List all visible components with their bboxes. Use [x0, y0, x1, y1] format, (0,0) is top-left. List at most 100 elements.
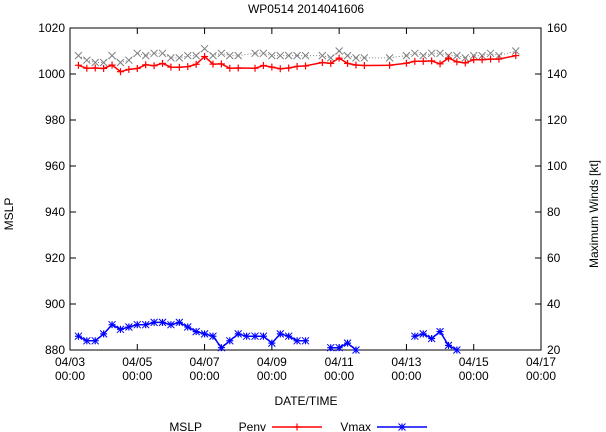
- series-vmax-point: [276, 330, 285, 338]
- x-tick-label-time: 00:00: [526, 369, 556, 383]
- series-unlabeled-point: [150, 49, 158, 58]
- series-vmax-point: [74, 332, 83, 341]
- series-vmax-point: [183, 323, 192, 331]
- series-vmax-point: [116, 325, 125, 334]
- y2-axis-label: Maximum Winds [kt]: [587, 160, 601, 268]
- series-unlabeled-point: [318, 51, 327, 60]
- series-vmax-line: [78, 321, 306, 349]
- series-unlabeled-point: [268, 51, 276, 60]
- series-unlabeled-point: [427, 49, 436, 58]
- x-tick-label: 04/17: [526, 355, 556, 369]
- series-unlabeled-point: [326, 54, 335, 62]
- series-unlabeled-point: [116, 58, 125, 67]
- series-unlabeled-point: [200, 44, 209, 53]
- y-tick-label: 900: [45, 297, 65, 311]
- y-tick-label: 920: [45, 251, 65, 265]
- series-unlabeled-point: [183, 51, 192, 60]
- y2-tick-label: 60: [547, 251, 561, 265]
- x-tick-label-time: 00:00: [391, 369, 421, 383]
- y-axis-label: MSLP: [2, 198, 16, 231]
- series-unlabeled-point: [91, 58, 100, 67]
- series-unlabeled-point: [385, 54, 394, 62]
- y-tick-label: 1000: [38, 67, 65, 81]
- series-vmax-point: [301, 336, 310, 345]
- series-vmax-point: [167, 320, 175, 329]
- legend-vmax-label: Vmax: [340, 420, 371, 432]
- series-unlabeled-point: [343, 51, 352, 60]
- y-tick-label: 880: [45, 343, 65, 357]
- series-unlabeled-point: [284, 51, 293, 60]
- series-unlabeled-point: [511, 47, 520, 55]
- series-unlabeled-point: [419, 51, 428, 60]
- series-unlabeled-point: [192, 51, 201, 60]
- series-vmax-point: [335, 343, 343, 352]
- series-unlabeled-point: [402, 51, 411, 60]
- series-vmax-point: [150, 318, 158, 327]
- series-vmax-point: [284, 332, 293, 341]
- series-unlabeled-point: [82, 56, 91, 65]
- chart-title: WP0514 2014041606: [248, 2, 364, 16]
- series-vmax-point: [436, 327, 444, 336]
- series-unlabeled-point: [209, 51, 217, 60]
- series-unlabeled-point: [276, 51, 285, 60]
- series-vmax-point: [209, 332, 217, 341]
- series-unlabeled-point: [335, 47, 343, 55]
- legend: MSLP Penv Vmax: [169, 420, 427, 432]
- series-vmax-point: [259, 332, 268, 341]
- y2-tick-label: 20: [547, 343, 561, 357]
- series-vmax-line: [330, 342, 357, 351]
- x-tick-label-time: 00:00: [257, 369, 287, 383]
- legend-title: MSLP: [169, 420, 202, 432]
- legend-penv-label: Penv: [239, 420, 266, 432]
- series-vmax-point: [444, 341, 453, 350]
- y2-tick-label: 160: [547, 21, 567, 35]
- series-unlabeled-point: [251, 49, 259, 58]
- series-vmax-point: [192, 327, 201, 336]
- series-unlabeled-point: [453, 51, 461, 60]
- x-tick-label-time: 00:00: [55, 369, 85, 383]
- series-unlabeled-point: [469, 51, 478, 60]
- x-tick-label-time: 00:00: [324, 369, 354, 383]
- y-tick-label: 960: [45, 159, 65, 173]
- series-unlabeled-point: [352, 54, 360, 62]
- y2-tick-label: 120: [547, 113, 567, 127]
- series-vmax-point: [343, 339, 352, 347]
- y2-tick-label: 140: [547, 67, 567, 81]
- plot-area: 880 900 920 940 960 980 1000 1020 20 40 60 80 100 120…: [38, 21, 567, 383]
- series-vmax-point: [133, 320, 142, 329]
- x-tick-label-time: 00:00: [190, 369, 220, 383]
- y2-tick-label: 80: [547, 205, 561, 219]
- series-unlabeled-point: [461, 54, 470, 62]
- series-unlabeled-point: [175, 54, 184, 62]
- series-unlabeled-point: [167, 54, 175, 62]
- series-unlabeled-point: [108, 51, 116, 60]
- series-vmax-point: [108, 320, 116, 329]
- series-vmax-point: [352, 346, 360, 354]
- series-unlabeled-point: [133, 49, 142, 58]
- series-vmax-point: [82, 336, 91, 345]
- series-unlabeled-point: [217, 49, 226, 58]
- x-axis-label: DATE/TIME: [274, 394, 337, 408]
- series-vmax-point: [200, 330, 209, 338]
- legend-vmax-marker: [398, 423, 406, 431]
- series-vmax-point: [410, 332, 419, 341]
- series-vmax-point: [99, 330, 108, 338]
- series-vmax-point: [91, 336, 100, 345]
- series-vmax-point: [251, 332, 259, 341]
- y2-tick-label: 40: [547, 297, 561, 311]
- y-tick-label: 940: [45, 205, 65, 219]
- series-vmax-point: [125, 323, 133, 331]
- series-unlabeled-point: [74, 51, 83, 60]
- series-unlabeled-point: [360, 54, 369, 62]
- series-unlabeled-point: [141, 51, 150, 60]
- x-tick-label: 04/13: [391, 355, 421, 369]
- series-vmax-point: [268, 339, 276, 347]
- series-vmax-point: [234, 330, 243, 338]
- series-vmax-point: [242, 332, 251, 341]
- plot-frame: [69, 27, 542, 351]
- series-vmax-point: [217, 343, 226, 352]
- series-unlabeled-point: [125, 56, 133, 65]
- y-tick-label: 980: [45, 113, 65, 127]
- series-vmax-point: [419, 330, 428, 338]
